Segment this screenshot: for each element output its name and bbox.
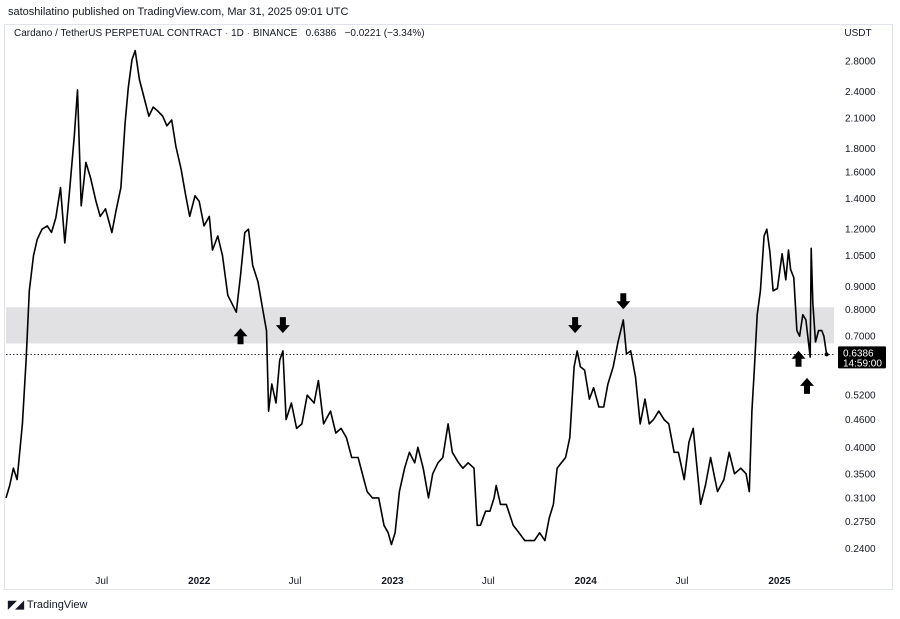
tradingview-logo-icon: ◤◢ [8, 599, 24, 611]
last-price-tag-value: 0.6386 [843, 348, 874, 359]
y-axis-tick-label: 2.4000 [845, 87, 876, 98]
arrow-up-marker-icon [800, 377, 814, 394]
arrow-down-marker-icon [275, 317, 290, 334]
y-axis-tick-label: 0.7000 [845, 332, 876, 343]
footer-brand: TradingView [26, 598, 88, 611]
legend-interval[interactable]: 1D [231, 28, 244, 39]
chart-frame [4, 24, 893, 590]
y-axis-tick-label: 2.8000 [845, 56, 876, 67]
arrow-down-marker-icon [616, 293, 631, 310]
support-resistance-zone [6, 307, 834, 344]
y-axis-tick-label: 1.8000 [845, 144, 876, 155]
y-axis-tick-label: 0.4600 [845, 415, 876, 426]
y-axis-tick-label: 1.4000 [845, 194, 876, 205]
currency-unit-button[interactable]: USDT [844, 28, 872, 39]
legend-separator: · [225, 28, 229, 39]
y-axis-tick-label: 1.6000 [845, 168, 876, 179]
last-price-tag-countdown: 14:59:00 [843, 358, 882, 369]
legend-separator: · [246, 28, 251, 39]
y-axis-tick-label: 0.3500 [845, 469, 876, 480]
legend-close: 0.6386 [305, 28, 337, 39]
y-axis-tick-label: 0.5200 [845, 391, 876, 402]
y-axis-tick-label: 0.4000 [845, 443, 876, 454]
x-axis-tick-label: Jul [289, 576, 302, 587]
last-price-dot [824, 352, 829, 357]
x-axis-tick-label: 2023 [381, 576, 404, 587]
price-series-line [5, 49, 828, 546]
legend-symbol[interactable]: Cardano / TetherUS PERPETUAL CONTRACT [14, 28, 223, 39]
arrow-up-marker-icon [233, 328, 248, 345]
tradingview-footer[interactable]: ◤◢ TradingView [8, 598, 88, 612]
x-axis-tick-label: Jul [482, 576, 495, 587]
legend-change: −0.0221 (−3.34%) [344, 28, 425, 39]
y-axis-tick-label: 1.0500 [845, 251, 876, 262]
last-price-tag [838, 346, 886, 369]
y-axis-tick-label: 2.1000 [845, 114, 876, 125]
y-axis-tick-label: 0.2750 [845, 517, 876, 528]
arrow-down-marker-icon [568, 317, 583, 334]
y-axis-tick-label: 0.9000 [845, 282, 876, 293]
x-axis-tick-label: 2024 [575, 576, 598, 587]
y-axis-tick-label: 0.3100 [845, 493, 876, 504]
y-axis-tick-label: 1.2000 [845, 225, 876, 236]
x-axis-tick-label: Jul [676, 576, 689, 587]
publish-caption: satoshilatino published on TradingView.c… [8, 6, 349, 18]
symbol-legend: Cardano / TetherUS PERPETUAL CONTRACT · … [14, 28, 425, 39]
y-axis-tick-label: 0.2400 [845, 544, 876, 555]
x-axis-tick-label: Jul [95, 576, 108, 587]
x-axis-tick-label: 2022 [188, 576, 211, 587]
legend-exchange: BINANCE [252, 28, 298, 39]
arrow-up-marker-icon [791, 350, 806, 367]
y-axis-tick-label: 0.8000 [845, 305, 876, 316]
x-axis-tick-label: 2025 [768, 576, 791, 587]
